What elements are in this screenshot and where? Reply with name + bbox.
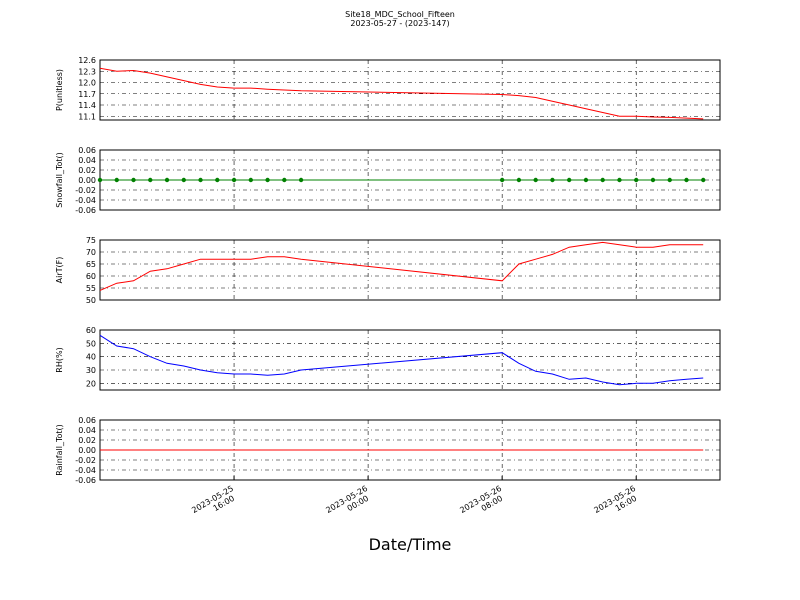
- x-tick-label: 2023-05-2516:00: [190, 484, 239, 523]
- y-tick-label: 11.4: [78, 101, 96, 110]
- y-axis-label: AirT(F): [55, 257, 64, 284]
- x-tick-label: 2023-05-2608:00: [458, 484, 507, 523]
- y-tick-label: 60: [86, 272, 96, 281]
- data-point: [499, 177, 505, 183]
- y-tick-label: 0.00: [78, 176, 96, 185]
- data-point: [282, 177, 287, 183]
- y-tick-label: -0.02: [75, 456, 96, 465]
- data-line: [99, 67, 704, 120]
- data-point: [650, 177, 656, 183]
- y-tick-label: 11.7: [78, 90, 96, 99]
- data-point: [516, 177, 522, 183]
- y-tick-label: -0.04: [75, 196, 96, 205]
- data-point: [617, 177, 622, 183]
- data-point: [215, 177, 220, 183]
- y-tick-label: -0.06: [75, 476, 96, 485]
- y-tick-label: 0.04: [78, 426, 96, 435]
- y-tick-label: 0.02: [78, 436, 96, 445]
- data-point: [684, 177, 689, 183]
- y-tick-label: 70: [86, 248, 96, 257]
- y-tick-label: 0.00: [78, 446, 96, 455]
- y-axis-label: Snowfall_Tot(): [55, 152, 64, 208]
- y-tick-label: 50: [86, 296, 96, 305]
- y-tick-label: -0.06: [75, 206, 96, 215]
- data-point: [164, 177, 170, 183]
- data-point: [667, 177, 672, 183]
- data-point: [600, 177, 605, 183]
- y-tick-label: 30: [86, 366, 96, 375]
- data-point: [583, 177, 589, 183]
- data-point: [550, 177, 555, 183]
- y-tick-label: 55: [86, 284, 96, 293]
- data-point: [131, 177, 136, 183]
- y-tick-label: 50: [86, 339, 96, 348]
- plot-frame: [99, 329, 721, 391]
- y-tick-label: 12.3: [78, 67, 96, 76]
- y-axis-label: Rainfall_Tot(): [55, 424, 64, 476]
- y-tick-label: 65: [86, 260, 96, 269]
- x-tick-label: 2023-05-2616:00: [592, 484, 641, 523]
- y-tick-label: 0.04: [78, 156, 96, 165]
- data-point: [198, 177, 203, 183]
- data-point: [634, 177, 639, 183]
- y-tick-label: 0.06: [78, 416, 96, 425]
- y-tick-label: -0.04: [75, 466, 96, 475]
- y-tick-label: 40: [86, 353, 96, 362]
- plot-frame: [99, 239, 721, 301]
- data-line: [99, 334, 704, 386]
- chart-subtitle: 2023-05-27 - (2023-147): [350, 19, 449, 28]
- y-tick-label: 60: [86, 326, 96, 335]
- y-tick-label: 12.0: [78, 79, 96, 88]
- y-tick-label: 0.02: [78, 166, 96, 175]
- y-tick-label: -0.02: [75, 186, 96, 195]
- data-point: [701, 177, 706, 183]
- data-point: [181, 177, 186, 183]
- data-point: [148, 177, 153, 183]
- data-point: [298, 177, 304, 183]
- data-point: [533, 177, 538, 183]
- data-point: [231, 177, 237, 183]
- y-axis-label: P(unitless): [55, 69, 64, 111]
- data-line: [99, 241, 704, 291]
- x-axis-label: Date/Time: [369, 535, 452, 554]
- data-point: [114, 177, 119, 183]
- y-tick-label: 20: [86, 379, 96, 388]
- y-axis-label: RH(%): [55, 347, 64, 372]
- y-tick-label: 75: [86, 236, 96, 245]
- plot-frame: [99, 59, 721, 121]
- x-tick-label: 2023-05-2600:00: [324, 484, 373, 523]
- data-point: [265, 177, 270, 183]
- y-tick-label: 0.06: [78, 146, 96, 155]
- data-point: [248, 177, 254, 183]
- y-tick-label: 12.6: [78, 56, 96, 65]
- chart-title: Site18_MDC_School_Fifteen: [345, 10, 455, 19]
- data-point: [566, 177, 572, 183]
- y-tick-label: 11.1: [78, 112, 96, 121]
- data-point: [97, 177, 103, 183]
